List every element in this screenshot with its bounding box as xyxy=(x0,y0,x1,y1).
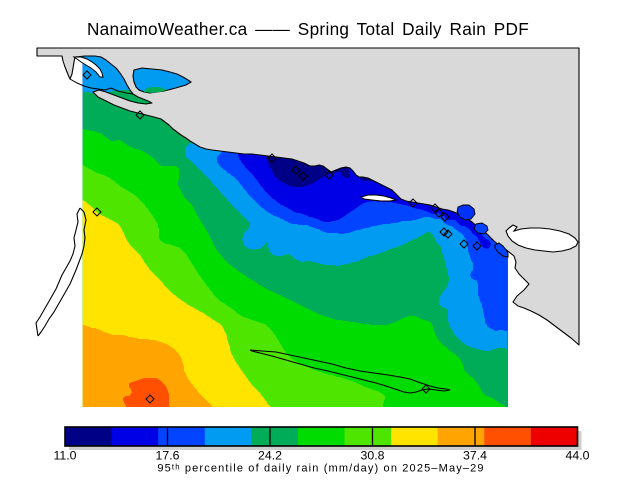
svg-text:NanaimoWeather.ca —— Spring To: NanaimoWeather.ca —— Spring Total Daily … xyxy=(87,19,529,39)
svg-text:44.0: 44.0 xyxy=(566,449,590,463)
svg-text:95th percentile of daily rain: 95th percentile of daily rain (mm/day) o… xyxy=(157,462,484,474)
svg-text:17.6: 17.6 xyxy=(156,449,180,463)
svg-text:37.4: 37.4 xyxy=(463,449,487,463)
svg-text:30.8: 30.8 xyxy=(361,449,385,463)
svg-text:24.2: 24.2 xyxy=(258,449,282,463)
svg-text:11.0: 11.0 xyxy=(53,449,76,463)
